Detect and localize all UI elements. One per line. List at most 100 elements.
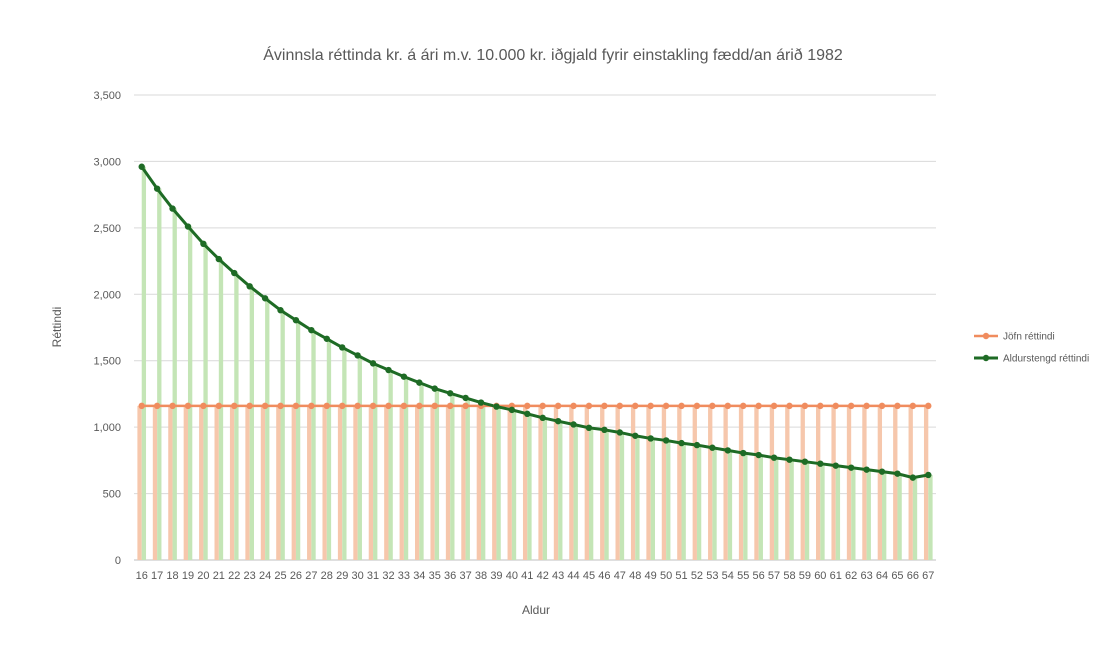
bar	[527, 413, 532, 560]
bar	[615, 405, 620, 560]
data-point	[847, 464, 855, 471]
data-point	[215, 402, 223, 410]
bar	[234, 273, 239, 560]
x-tick-label: 28	[321, 570, 333, 582]
bar	[538, 405, 543, 560]
bar	[908, 405, 913, 560]
bar	[558, 421, 563, 560]
data-point	[570, 402, 577, 410]
bar	[322, 405, 327, 560]
data-point	[801, 458, 809, 465]
x-tick-label: 50	[660, 570, 672, 582]
x-tick-label: 36	[444, 570, 456, 582]
x-tick-label: 67	[922, 570, 934, 582]
bar	[384, 405, 389, 560]
grid-layer	[134, 94, 936, 561]
bar	[588, 427, 594, 560]
x-tick-label: 23	[244, 570, 256, 582]
y-tick-label: 500	[103, 489, 121, 501]
data-point	[431, 385, 438, 392]
bar	[666, 440, 671, 560]
data-point	[400, 402, 408, 410]
data-point	[554, 402, 562, 410]
bar	[635, 435, 640, 560]
x-tick-label: 64	[876, 570, 888, 582]
bar	[774, 457, 779, 560]
bar	[373, 363, 378, 560]
bar	[399, 405, 404, 560]
bar	[187, 226, 193, 560]
bar	[816, 405, 821, 560]
bar	[419, 382, 424, 560]
data-point	[647, 435, 654, 442]
y-tick-label: 3,000	[93, 156, 121, 168]
data-point	[446, 402, 454, 410]
legend-marker	[982, 332, 990, 340]
y-tick-label: 2,000	[93, 289, 121, 301]
x-tick-label: 22	[228, 570, 240, 582]
bar	[923, 405, 929, 560]
bar	[450, 393, 455, 560]
data-point	[724, 447, 731, 454]
data-point	[925, 471, 932, 479]
bar	[553, 405, 559, 560]
data-point	[477, 399, 485, 406]
data-point	[246, 283, 253, 290]
data-point	[339, 344, 346, 351]
bar	[203, 243, 208, 561]
data-point	[462, 394, 469, 402]
x-tick-label: 18	[166, 570, 178, 582]
x-tick-label: 60	[814, 570, 826, 582]
data-point	[616, 402, 624, 410]
data-point	[169, 402, 176, 410]
bar	[291, 405, 296, 560]
bar	[183, 405, 188, 560]
bar	[342, 347, 347, 560]
data-point	[431, 402, 438, 410]
data-point	[755, 451, 762, 459]
x-tick-label: 62	[845, 570, 857, 582]
data-point	[724, 402, 731, 410]
data-point	[770, 402, 778, 410]
y-tick-label: 0	[115, 555, 121, 567]
lines-layer	[140, 165, 929, 480]
x-tick-label: 66	[907, 570, 919, 582]
data-point	[138, 163, 145, 170]
bar	[743, 453, 748, 560]
bar	[630, 405, 636, 560]
bar	[415, 405, 420, 560]
data-point	[801, 402, 809, 410]
x-tick-label: 58	[783, 570, 795, 582]
data-point	[493, 403, 500, 410]
data-point	[153, 185, 161, 192]
data-point	[585, 402, 593, 410]
data-point	[786, 456, 793, 463]
data-point	[662, 437, 670, 444]
bar	[481, 402, 486, 560]
y-tick-label: 3,500	[93, 90, 121, 102]
data-point	[539, 414, 546, 422]
data-point	[539, 402, 546, 410]
bar	[789, 459, 794, 560]
bar	[295, 320, 301, 560]
bar	[276, 405, 281, 560]
bar	[723, 405, 728, 560]
x-tick-label: 49	[645, 570, 657, 582]
bar	[681, 443, 686, 560]
bar	[928, 474, 933, 560]
data-point	[323, 402, 330, 410]
data-point	[385, 402, 392, 410]
data-point	[832, 402, 839, 410]
data-point	[740, 449, 747, 457]
bar	[168, 405, 173, 560]
bar	[280, 310, 285, 560]
x-tick-label: 46	[598, 570, 610, 582]
x-tick-label: 32	[382, 570, 394, 582]
bar	[738, 405, 744, 560]
x-tick-label: 21	[213, 570, 225, 582]
x-tick-label: 52	[691, 570, 703, 582]
data-point	[277, 402, 284, 410]
data-point	[770, 454, 778, 461]
data-point	[261, 402, 269, 410]
bar	[476, 405, 482, 560]
